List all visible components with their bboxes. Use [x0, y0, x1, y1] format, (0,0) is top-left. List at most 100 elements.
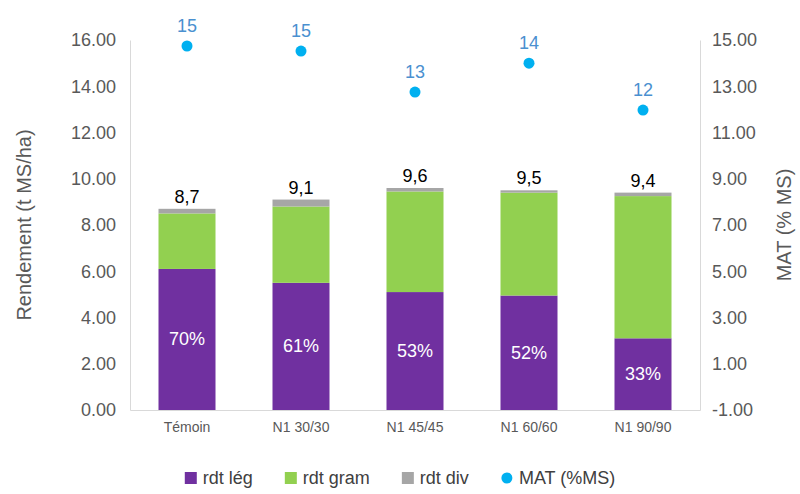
- tick: 14.00: [71, 77, 130, 97]
- y-axis: 0.00 2.00 4.00 6.00 8.00 10.00 12.00 14.00 16.00: [71, 30, 131, 420]
- tick-label: 12.00: [71, 123, 116, 143]
- bar: [387, 191, 444, 292]
- tick-label: 16.00: [71, 30, 116, 50]
- legend-marker: [185, 472, 197, 484]
- tick: 6.00: [81, 262, 130, 282]
- tick-label: -1.00: [712, 400, 753, 420]
- bar-series: [159, 188, 672, 213]
- bar: [501, 296, 558, 410]
- tick-label: 14.00: [71, 77, 116, 97]
- point: [524, 58, 535, 69]
- tick-label: N1 30/30: [273, 419, 330, 435]
- point-label: 13: [405, 62, 425, 82]
- tick: N1 60/60: [501, 410, 558, 435]
- data-labels: 8,7 9,1 9,6 9,5 9,4 70% 61% 53% 52% 33% 15 15 13 14 12: [169, 16, 661, 384]
- point-label: 12: [633, 80, 653, 100]
- y-axis-title: Rendement (t MS/ha): [13, 129, 35, 320]
- bar: [273, 200, 330, 207]
- tick: N1 30/30: [273, 410, 330, 435]
- axis-line: [131, 410, 701, 411]
- total-label: 9,4: [630, 171, 655, 191]
- tick: -1.00: [700, 400, 753, 420]
- tick: 12.00: [71, 123, 130, 143]
- plot: 0.00 2.00 4.00 6.00 8.00 10.00 12.00 14.00 16.00…: [71, 16, 757, 435]
- legend-marker: [501, 473, 512, 484]
- legend-item: rdt div: [402, 468, 469, 488]
- tick-label: 10.00: [71, 169, 116, 189]
- tick: 16.00: [71, 30, 130, 50]
- tick: Témoin: [164, 410, 211, 435]
- tick: 9.00: [700, 169, 747, 189]
- tick: N1 90/90: [615, 410, 672, 435]
- legend-label: rdt gram: [303, 468, 370, 488]
- bar: [159, 213, 216, 269]
- tick-label: 13.00: [712, 77, 757, 97]
- scatter-series: [182, 41, 649, 116]
- bar: [615, 193, 672, 196]
- legend-label: rdt lég: [203, 468, 253, 488]
- tick-label: 9.00: [712, 169, 747, 189]
- tick-label: 3.00: [712, 308, 747, 328]
- bar: [501, 193, 558, 296]
- point: [410, 87, 421, 98]
- tick: 3.00: [700, 308, 747, 328]
- tick-label: 1.00: [712, 354, 747, 374]
- share-label: 70%: [169, 329, 205, 349]
- point-label: 15: [291, 21, 311, 41]
- tick-label: Témoin: [164, 419, 211, 435]
- legend-label: rdt div: [420, 468, 469, 488]
- bar: [387, 188, 444, 191]
- tick: 13.00: [700, 77, 757, 97]
- total-label: 9,5: [516, 168, 541, 188]
- tick: 10.00: [71, 169, 130, 189]
- tick-label: 0.00: [81, 400, 116, 420]
- point-label: 15: [177, 16, 197, 36]
- legend-item: rdt lég: [185, 468, 253, 488]
- tick-label: 8.00: [81, 215, 116, 235]
- tick-label: 5.00: [712, 262, 747, 282]
- point: [296, 46, 307, 57]
- tick-label: 6.00: [81, 262, 116, 282]
- bar: [501, 190, 558, 192]
- bar: [159, 269, 216, 410]
- bar: [273, 283, 330, 410]
- total-label: 8,7: [174, 187, 199, 207]
- point-label: 14: [519, 33, 539, 53]
- bar: [615, 196, 672, 338]
- share-label: 52%: [511, 343, 547, 363]
- chart: 0.00 2.00 4.00 6.00 8.00 10.00 12.00 14.00 16.00…: [0, 0, 800, 494]
- axis-line: [700, 41, 701, 411]
- tick: 4.00: [81, 308, 130, 328]
- point: [638, 105, 649, 116]
- bar: [159, 209, 216, 214]
- legend: rdt lég rdt gram rdt div MAT (%MS): [185, 468, 615, 488]
- tick-label: N1 90/90: [615, 419, 672, 435]
- legend-marker: [402, 472, 414, 484]
- bar-series: [159, 191, 672, 338]
- tick: 2.00: [81, 354, 130, 374]
- point: [182, 41, 193, 52]
- bar: [387, 292, 444, 410]
- legend-item: MAT (%MS): [501, 468, 615, 488]
- share-label: 33%: [625, 364, 661, 384]
- tick-label: N1 60/60: [501, 419, 558, 435]
- tick-label: 7.00: [712, 215, 747, 235]
- tick: 5.00: [700, 262, 747, 282]
- total-label: 9,1: [288, 178, 313, 198]
- tick-label: 2.00: [81, 354, 116, 374]
- y2-axis-title: MAT (% MS): [773, 169, 795, 282]
- legend-item: rdt gram: [285, 468, 370, 488]
- x-axis: Témoin N1 30/30 N1 45/45 N1 60/60 N1 90/90: [131, 410, 701, 435]
- tick-label: 4.00: [81, 308, 116, 328]
- marks: [159, 41, 672, 410]
- tick-label: 11.00: [712, 123, 756, 143]
- axis-line: [130, 41, 131, 411]
- share-label: 61%: [283, 336, 319, 356]
- y2-axis: -1.001.003.005.007.009.0011.0013.0015.00: [700, 30, 757, 420]
- tick-label: N1 45/45: [387, 419, 444, 435]
- share-label: 53%: [397, 341, 433, 361]
- total-label: 9,6: [402, 166, 427, 186]
- tick: 0.00: [81, 400, 130, 420]
- bar: [615, 338, 672, 410]
- legend-marker: [285, 472, 297, 484]
